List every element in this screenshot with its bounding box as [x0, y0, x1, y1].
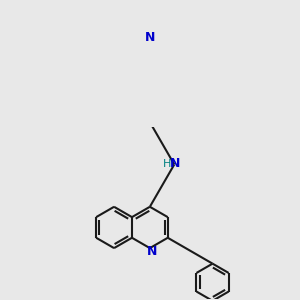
Text: N: N	[145, 31, 155, 44]
Text: H: H	[163, 159, 172, 169]
Text: N: N	[170, 157, 180, 170]
Text: N: N	[147, 245, 158, 258]
